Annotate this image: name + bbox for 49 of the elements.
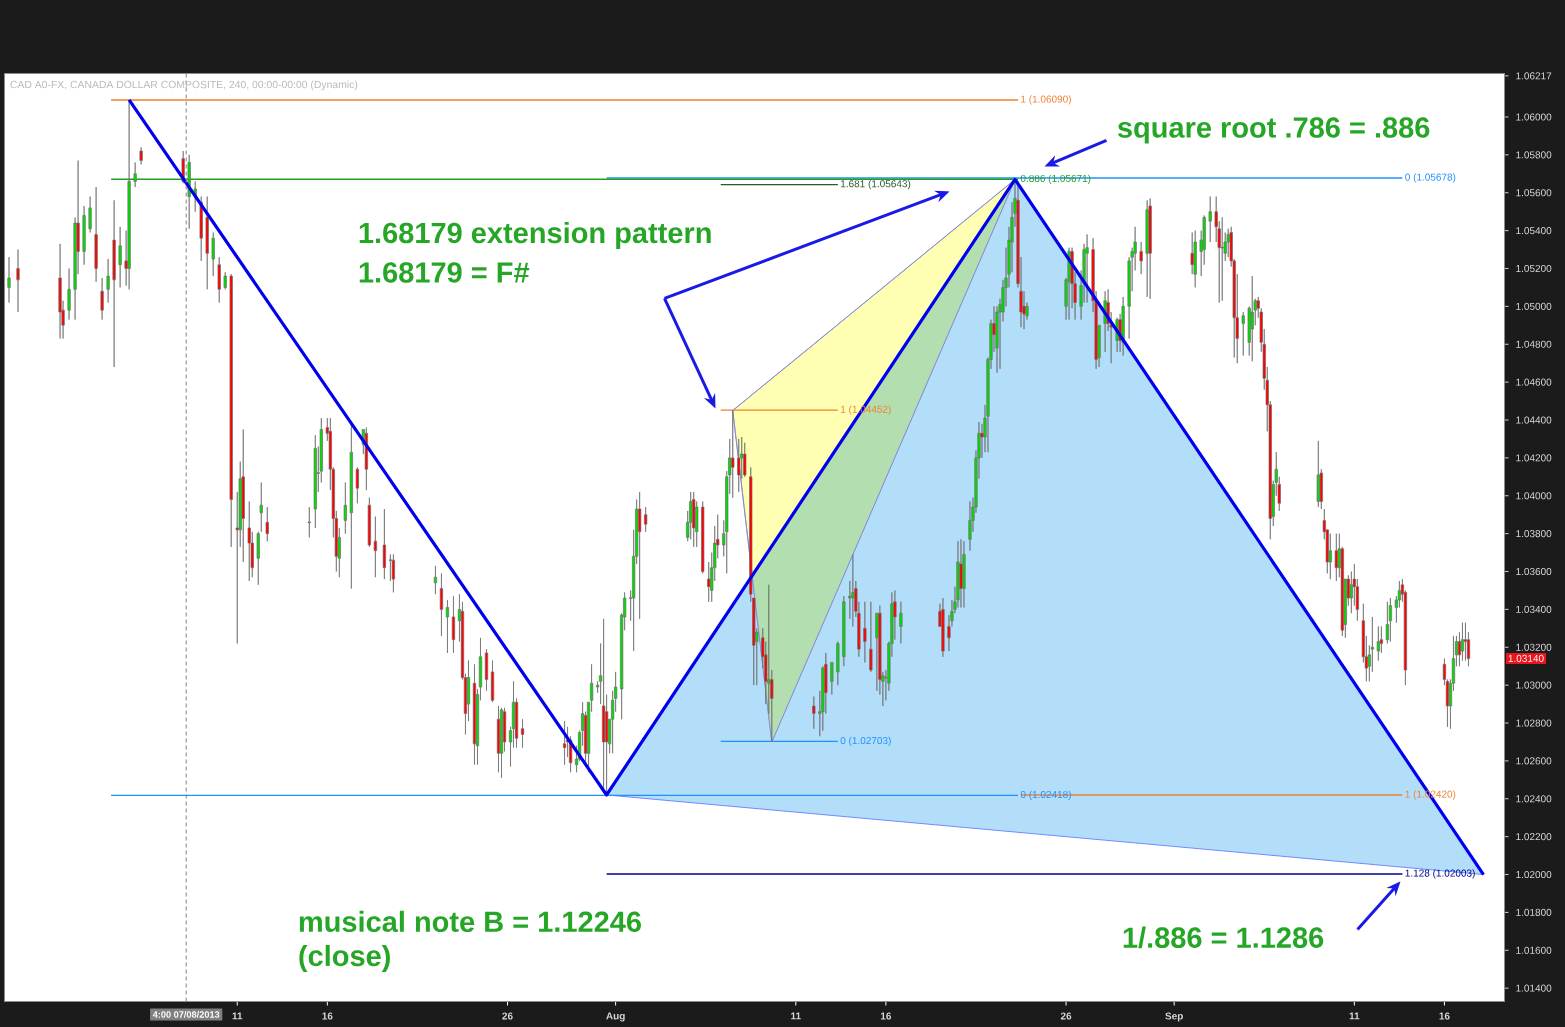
y-tick-label: 1.03400 [1516,605,1552,613]
series-label: 1.681 (1.05643) [840,179,911,190]
y-tick-label: 1.03000 [1516,681,1552,689]
annotation: 1.68179 = F# [359,262,530,283]
x-tick-label: 11 [1349,1012,1360,1020]
y-tick-label: 1.04200 [1516,454,1552,462]
y-tick-label: 1.02200 [1516,833,1552,841]
y-tick-label: 1.05800 [1516,151,1552,159]
x-tick-label: 16 [322,1012,333,1020]
series-label: 0 (1.02703) [840,736,891,747]
series-label: 1.128 (1.02003) [1405,869,1475,879]
y-tick-label: 1.02800 [1516,719,1552,727]
x-tick-label: Aug [606,1012,625,1022]
annotation: musical note B = 1.12246 [299,910,641,933]
y-tick-label: 1.03200 [1516,643,1552,651]
x-tick-label: 26 [502,1012,513,1020]
x-tick-label: 16 [880,1012,892,1020]
y-tick-label: 1.05400 [1516,227,1552,235]
y-tick-label: 1.01400 [1516,984,1552,992]
y-tick-label: 1.03800 [1516,530,1552,538]
annotation: (close) [299,944,390,972]
y-tick-label: 1.04400 [1516,416,1552,424]
x-tick-label: 16 [1439,1012,1450,1020]
y-tick-label: 1.02600 [1516,757,1552,765]
y-tick-label: 1.06000 [1516,113,1552,121]
y-tick-label: 1.04000 [1516,492,1552,500]
y-tick-label: 1.02000 [1516,870,1552,879]
y-tick-label: 1.01600 [1516,946,1552,954]
x-tick-label: 26 [1060,1012,1072,1020]
y-tick-label: 1.03600 [1516,567,1552,576]
series-label: 0 (1.05678) [1405,173,1456,183]
y-tick-label: 1.01800 [1516,908,1552,916]
y-tick-label: 1.04600 [1516,378,1552,386]
annotation: square root .786 = .886 [1117,117,1430,144]
series-label: 1 (1.06090) [1021,95,1071,105]
annotation: 1/.886 = 1.1286 [1123,926,1324,949]
y-tick-label: 1.05000 [1516,302,1552,310]
y-tick-label: 1.06217 [1516,72,1552,80]
y-tick-label: 1.05600 [1516,189,1552,197]
x-tick-label: 11 [791,1012,801,1020]
text: 1.03140 [1508,654,1544,662]
y-tick-label: 1.02400 [1516,795,1552,803]
annotation: 1.68179 extension pattern [359,221,711,249]
x-tick-label: Sep [1165,1012,1183,1022]
ref-line-label: 4:00 07/08/2013 [152,1011,220,1018]
y-tick-label: 1.04800 [1516,340,1552,348]
y-tick-label: 1.05200 [1516,264,1552,273]
x-tick-label: 11 [232,1012,243,1020]
text: CAD A0-FX, CANADA DOLLAR COMPOSITE, 240, 00:00-00:00 (Dynamic) [10,80,358,91]
